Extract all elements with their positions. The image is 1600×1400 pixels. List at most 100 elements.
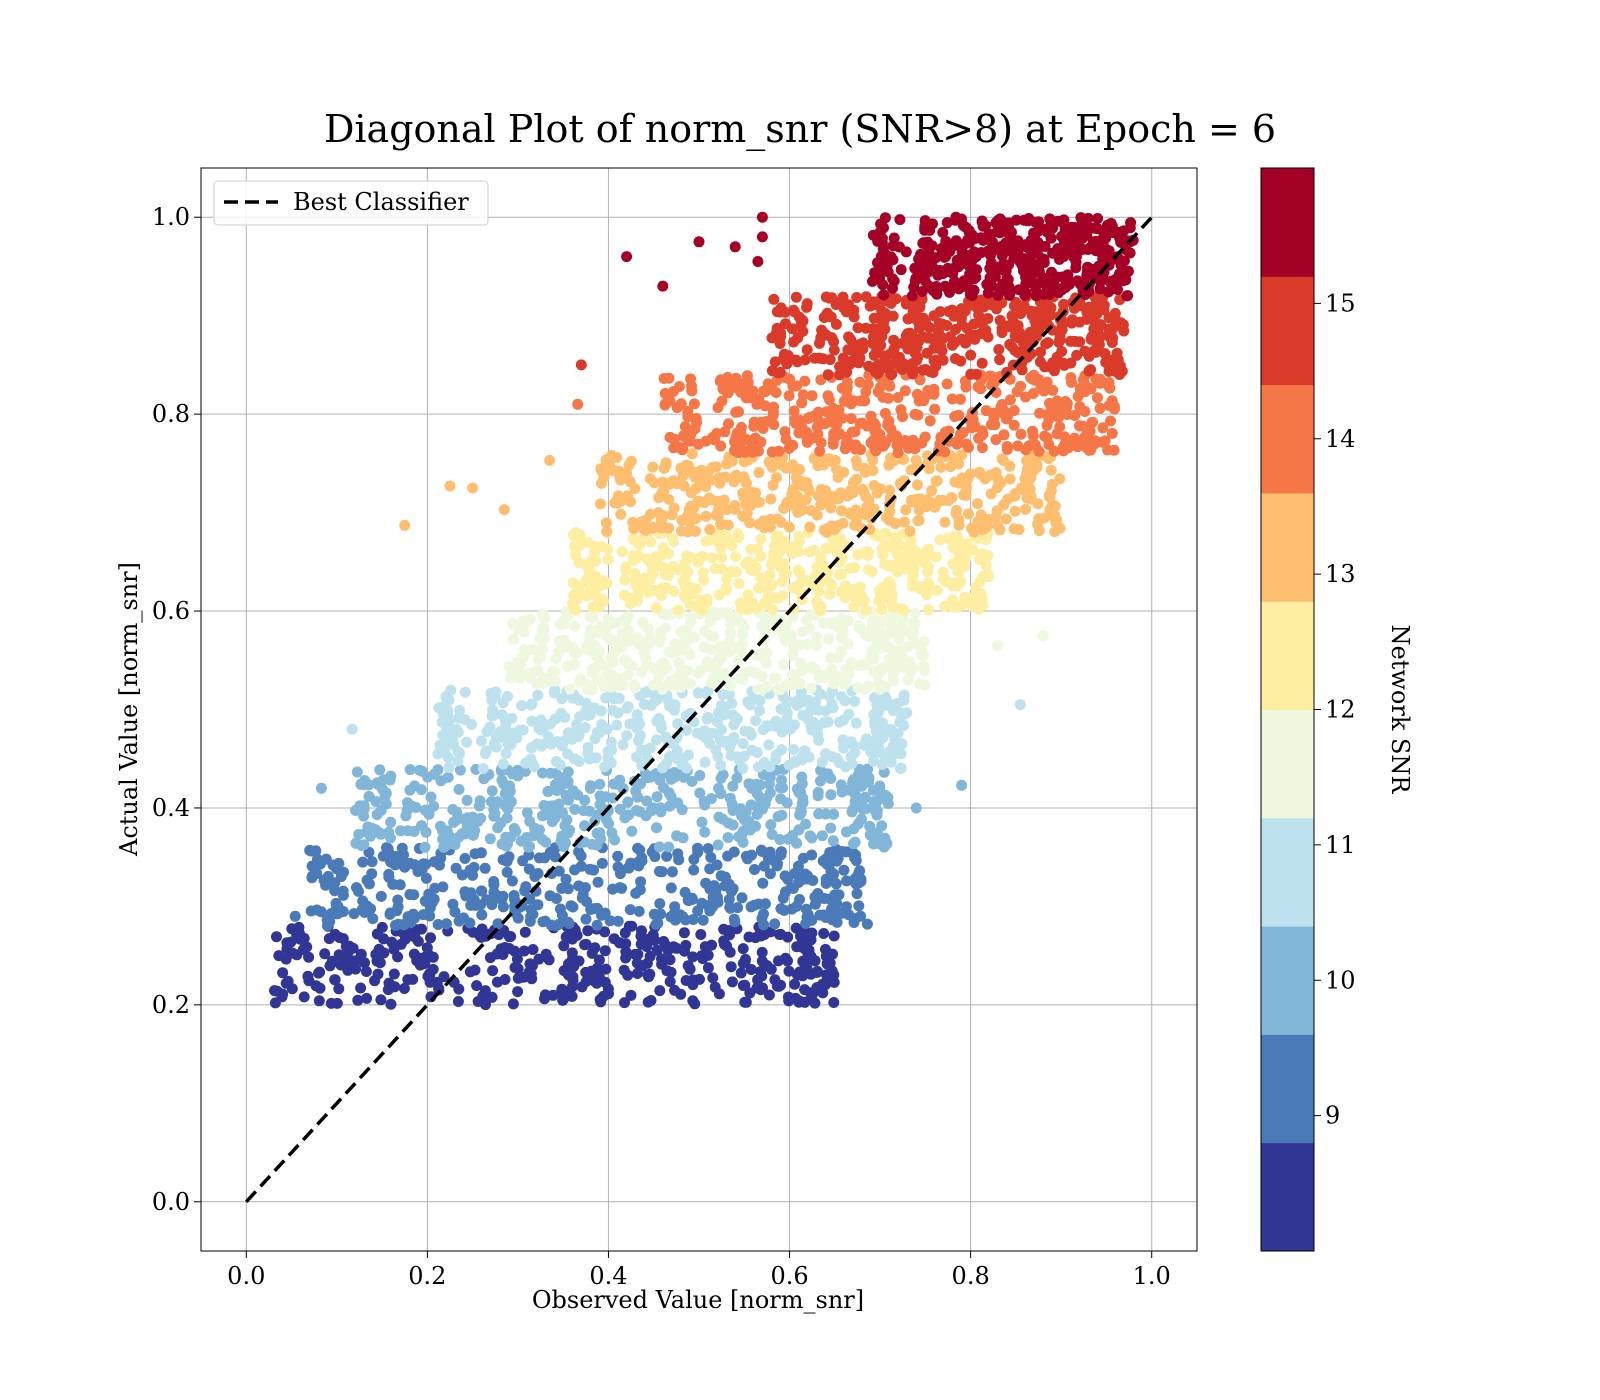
scatter-point: [1115, 259, 1127, 271]
scatter-point: [750, 715, 762, 727]
scatter-point: [761, 647, 773, 659]
scatter-point: [425, 791, 437, 803]
scatter-point: [845, 413, 857, 425]
scatter-point: [809, 898, 821, 910]
x-tick-label: 0.8: [952, 1262, 990, 1290]
scatter-point: [559, 711, 571, 723]
scatter-point: [702, 962, 714, 974]
scatter-point: [982, 550, 994, 561]
scatter-point: [726, 640, 738, 652]
scatter-point: [1025, 490, 1037, 502]
scatter-point: [526, 973, 538, 985]
scatter-point: [747, 565, 759, 576]
scatter-point: [888, 232, 900, 244]
scatter-point: [972, 381, 984, 393]
scatter-point: [310, 980, 322, 992]
scatter-point: [730, 469, 742, 481]
scatter-point: [447, 804, 459, 815]
scatter-point: [715, 543, 727, 555]
scatter-point: [737, 738, 749, 750]
scatter-point: [497, 901, 509, 913]
scatter-point: [443, 830, 455, 842]
scatter-point: [881, 838, 893, 850]
scatter-point: [801, 614, 812, 626]
scatter-point: [885, 359, 897, 371]
scatter-point: [556, 909, 568, 921]
scatter-point: [676, 758, 688, 770]
scatter-point: [569, 864, 581, 876]
scatter-point: [654, 774, 666, 786]
scatter-point: [398, 849, 410, 861]
scatter-point: [865, 746, 877, 758]
scatter-point: [323, 916, 335, 928]
scatter-point: [825, 849, 836, 861]
scatter-point: [833, 889, 845, 901]
scatter-point: [708, 880, 720, 892]
scatter-point: [742, 589, 754, 601]
scatter-point: [635, 516, 647, 528]
scatter-point: [503, 931, 515, 943]
scatter-point: [537, 767, 549, 779]
scatter-point: [669, 901, 681, 913]
scatter-point: [686, 775, 698, 787]
scatter-point: [841, 875, 853, 887]
scatter-point: [826, 751, 838, 763]
scatter-point: [398, 983, 410, 994]
scatter-point: [837, 517, 849, 529]
scatter-point: [742, 821, 754, 832]
scatter-point: [924, 322, 935, 334]
scatter-point: [521, 616, 533, 628]
scatter-point: [909, 345, 921, 357]
scatter-point: [459, 686, 471, 698]
scatter-point: [775, 849, 787, 861]
scatter-point: [960, 490, 972, 501]
scatter-point: [273, 950, 285, 962]
scatter-point: [709, 434, 720, 446]
scatter-point: [1093, 339, 1105, 351]
scatter-point: [644, 473, 656, 485]
scatter-point: [764, 868, 776, 880]
scatter-point: [767, 479, 779, 491]
scatter-point: [880, 249, 892, 261]
scatter-point: [696, 897, 708, 909]
scatter-point: [395, 825, 406, 837]
scatter-point: [567, 971, 579, 983]
scatter-point: [1015, 380, 1026, 392]
scatter-point: [860, 466, 871, 478]
scatter-point: [838, 864, 850, 876]
scatter-point: [429, 856, 440, 868]
scatter-point: [702, 843, 714, 855]
scatter-point: [707, 972, 719, 984]
scatter-point: [1096, 436, 1108, 448]
scatter-point: [634, 806, 646, 818]
scatter-point: [1038, 253, 1050, 265]
scatter-point: [868, 312, 880, 324]
scatter-point: [1020, 503, 1032, 515]
scatter-point: [333, 857, 345, 869]
scatter-point: [559, 773, 571, 784]
scatter-point: [805, 951, 817, 962]
scatter-point: [742, 853, 753, 865]
scatter-point: [410, 802, 422, 813]
scatter-point: [412, 866, 424, 877]
scatter-point: [519, 885, 531, 897]
scatter-point: [544, 767, 556, 779]
scatter-point: [459, 853, 471, 864]
scatter-point: [1102, 219, 1113, 231]
scatter-point: [772, 811, 784, 823]
scatter-point: [547, 989, 559, 1001]
scatter-point: [859, 395, 871, 407]
scatter-point: [789, 978, 801, 990]
scatter-point: [632, 791, 644, 803]
scatter-point: [765, 819, 777, 831]
scatter-point: [480, 745, 492, 757]
scatter-point: [823, 690, 835, 702]
scatter-point: [606, 827, 618, 839]
scatter-point: [794, 894, 805, 905]
scatter-point: [1038, 385, 1050, 397]
scatter-point: [666, 532, 678, 544]
scatter-point: [956, 449, 968, 461]
scatter-point: [524, 958, 536, 970]
scatter-point: [801, 344, 813, 356]
scatter-point: [1097, 272, 1109, 284]
